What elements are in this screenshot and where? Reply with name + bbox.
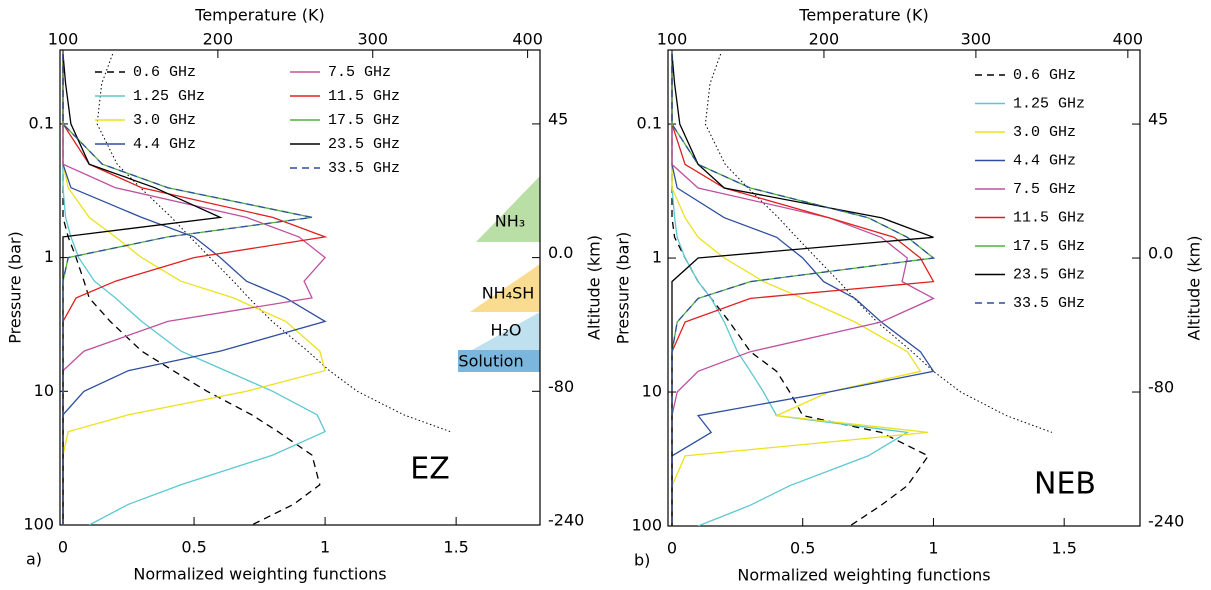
legend-label: 0.6 GHz (133, 64, 196, 81)
legend-label: 11.5 GHz (1013, 209, 1085, 226)
cloud-label: NH₄SH (482, 284, 535, 303)
y-tick-label: 10 (34, 381, 54, 400)
weighting-function (671, 54, 935, 526)
y-axis-label: Pressure (bar) (614, 232, 633, 344)
legend-label: 7.5 GHz (1013, 181, 1076, 198)
x-tick-label: 0 (58, 538, 68, 557)
y-tick-label: 100 (23, 515, 54, 534)
weighting-function (62, 54, 313, 525)
x2-tick-label: 100 (657, 30, 688, 49)
x-tick-label: 0.5 (181, 538, 206, 557)
weighting-function (671, 54, 936, 526)
legend-label: 11.5 GHz (328, 88, 400, 105)
plot-frame (667, 49, 1141, 527)
y-tick-label: 0.1 (29, 113, 54, 132)
weighting-function (62, 54, 326, 525)
legend-label: 1.25 GHz (133, 88, 205, 105)
x-tick-label: 0 (667, 539, 677, 558)
y-tick-label: 0.1 (637, 114, 662, 133)
weighting-function (671, 54, 935, 526)
x2-axis-label: Temperature (K) (194, 6, 324, 25)
y2-tick-label: 45 (548, 109, 568, 128)
y-tick-label: 100 (631, 516, 662, 535)
legend-label: 4.4 GHz (133, 136, 196, 153)
nh4sh-cloud (470, 264, 540, 312)
cloud-layers: NH₃ NH₄SH H₂O Solution (458, 176, 540, 372)
y2-tick-label: -240 (548, 511, 584, 530)
legend-label: 23.5 GHz (1013, 266, 1085, 283)
plot-frame (59, 49, 541, 526)
x-tick-label: 1.5 (443, 538, 468, 557)
curves (62, 53, 451, 525)
y2-tick-label: -240 (1148, 512, 1184, 531)
panel-label: a) (26, 550, 42, 569)
legend-label: 3.0 GHz (133, 112, 196, 129)
cloud-label: H₂O (490, 321, 521, 340)
y2-axis-label: Altitude (km) (585, 235, 604, 340)
y-tick-label: 10 (642, 382, 662, 401)
temperature-profile (704, 53, 1053, 433)
x2-tick-label: 400 (512, 30, 543, 49)
legend-label: 0.6 GHz (1013, 67, 1076, 84)
weighting-function (671, 53, 934, 526)
weighting-function (671, 54, 935, 526)
weighting-function (671, 54, 930, 526)
cloud-label: NH₃ (495, 212, 525, 231)
legend-label: 4.4 GHz (1013, 152, 1076, 169)
x-tick-label: 1.5 (1051, 539, 1076, 558)
x2-tick-label: 100 (48, 30, 79, 49)
x2-tick-label: 400 (1113, 30, 1144, 49)
x2-tick-label: 300 (357, 30, 388, 49)
x2-tick-label: 200 (203, 30, 234, 49)
x2-tick-label: 200 (809, 30, 840, 49)
cloud-label: Solution (458, 352, 523, 371)
weighting-function (671, 54, 936, 526)
x-axis-label: Normalized weighting functions (133, 565, 386, 584)
region-label: EZ (410, 452, 450, 487)
legend-label: 1.25 GHz (1013, 95, 1085, 112)
legend-label: 3.0 GHz (1013, 124, 1076, 141)
y2-tick-label: -80 (548, 377, 574, 396)
legend-label: 17.5 GHz (1013, 238, 1085, 255)
nh3-cloud (476, 176, 540, 242)
y2-tick-label: 45 (1148, 110, 1168, 129)
solution-cloud (458, 350, 540, 372)
y-tick-label: 1 (652, 248, 662, 267)
weighting-function (671, 54, 929, 526)
y2-axis-label: Altitude (km) (1185, 236, 1204, 341)
y2-tick-label: 0.0 (548, 243, 573, 262)
x2-tick-label: 300 (961, 30, 992, 49)
h2o-cloud (472, 312, 540, 350)
x-tick-label: 0.5 (790, 539, 815, 558)
region-label: NEB (1034, 467, 1096, 502)
y2-tick-label: 0.0 (1148, 244, 1173, 263)
weighting-function (671, 54, 910, 526)
temperature-profile (96, 53, 451, 433)
curves (671, 53, 1053, 526)
legend-label: 17.5 GHz (328, 112, 400, 129)
x-tick-label: 1 (928, 539, 938, 558)
y2-tick-label: -80 (1148, 378, 1174, 397)
legend-label: 33.5 GHz (1013, 295, 1085, 312)
panel-label: b) (634, 551, 650, 570)
legend-label: 7.5 GHz (328, 64, 391, 81)
x2-axis-label: Temperature (K) (798, 6, 928, 25)
legend-label: 23.5 GHz (328, 136, 400, 153)
x-tick-label: 1 (320, 538, 330, 557)
y-axis-label: Pressure (bar) (6, 231, 25, 343)
y-tick-label: 1 (44, 247, 54, 266)
x-axis-label: Normalized weighting functions (737, 566, 990, 585)
legend-label: 33.5 GHz (328, 160, 400, 177)
